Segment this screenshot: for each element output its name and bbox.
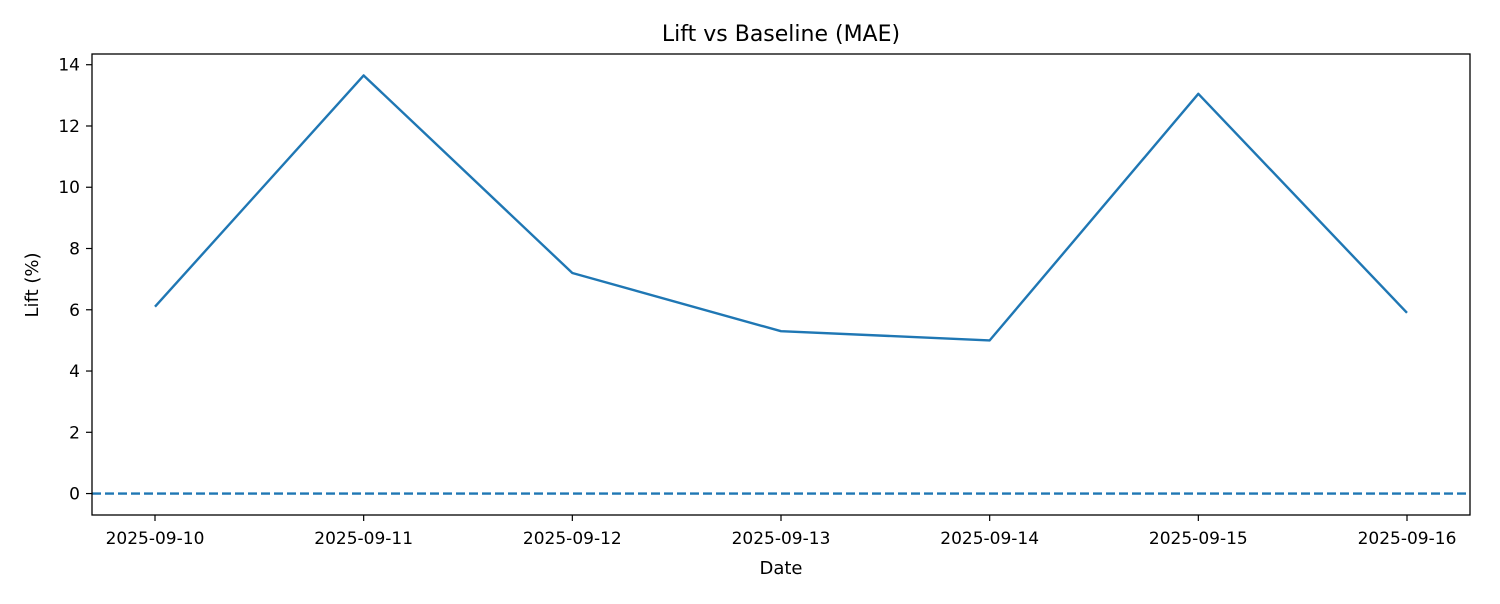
- x-tick-label-5: 2025-09-15: [1149, 529, 1248, 549]
- plot-area: [92, 74, 1470, 495]
- y-tick-label-0: 0: [69, 485, 80, 505]
- x-tick-label-3: 2025-09-13: [732, 529, 831, 549]
- axes: 0 2 4 6 8 10 12 14 2025-09-10 2025-09-11 2025-09-1…: [58, 53, 1471, 549]
- y-axis-label: Lift (%): [22, 253, 43, 318]
- y-tick-label-12: 12: [58, 117, 80, 137]
- plot-frame: [91, 53, 1471, 516]
- y-tick-label-6: 6: [69, 301, 80, 321]
- x-tick-label-6: 2025-09-16: [1358, 529, 1457, 549]
- y-tick-label-8: 8: [69, 240, 80, 260]
- x-tick-label-1: 2025-09-11: [314, 529, 413, 549]
- y-tick-label-2: 2: [69, 423, 80, 443]
- x-tick-label-2: 2025-09-12: [523, 529, 622, 549]
- x-axis-label: Date: [759, 558, 802, 579]
- y-tick-label-10: 10: [58, 178, 80, 198]
- y-tick-label-14: 14: [58, 56, 80, 76]
- x-tick-label-4: 2025-09-14: [940, 529, 1039, 549]
- chart-title: Lift vs Baseline (MAE): [662, 22, 900, 47]
- x-tick-label-0: 2025-09-10: [106, 529, 205, 549]
- y-tick-label-4: 4: [69, 362, 80, 382]
- series-line-0: [154, 74, 1408, 342]
